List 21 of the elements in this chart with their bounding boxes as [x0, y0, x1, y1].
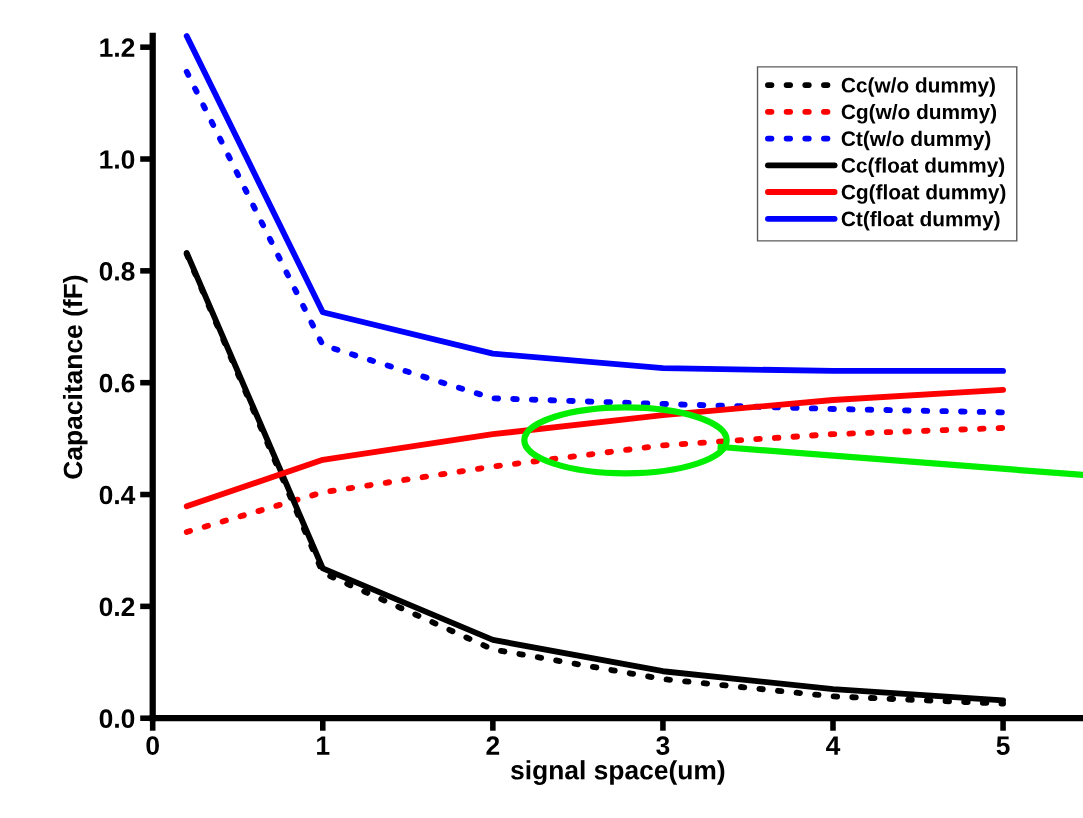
- x-axis-title: signal space(um): [511, 760, 725, 785]
- x-tick-label: 2: [486, 736, 500, 755]
- x-tick-label: 5: [996, 736, 1010, 755]
- x-tick-label: 1: [317, 736, 330, 755]
- x-tick-label: 4: [826, 736, 841, 755]
- legend-label: Ct(w/o dummy): [841, 130, 991, 151]
- y-tick-label: 1.2: [100, 38, 135, 57]
- legend-label: Cc(float dummy): [841, 157, 1005, 177]
- y-tick-label: 0.6: [99, 373, 135, 393]
- y-tick-label: 0.4: [99, 485, 136, 505]
- legend-label: Cg(w/o dummy): [841, 104, 997, 124]
- y-tick-label: 0.8: [99, 261, 135, 281]
- x-tick-label: 3: [656, 736, 670, 755]
- legend-label: Cg(float dummy): [841, 184, 1006, 204]
- y-tick-label: 0.2: [99, 597, 135, 617]
- x-tick-label: 0: [146, 736, 159, 755]
- legend-label: Cc(w/o dummy): [841, 77, 995, 97]
- y-tick-label: 0.0: [99, 709, 135, 729]
- y-tick-label: 1.0: [100, 150, 135, 169]
- legend-label: Ct(float dummy): [841, 211, 1000, 231]
- y-axis-title: Capacitance (fF): [62, 275, 88, 479]
